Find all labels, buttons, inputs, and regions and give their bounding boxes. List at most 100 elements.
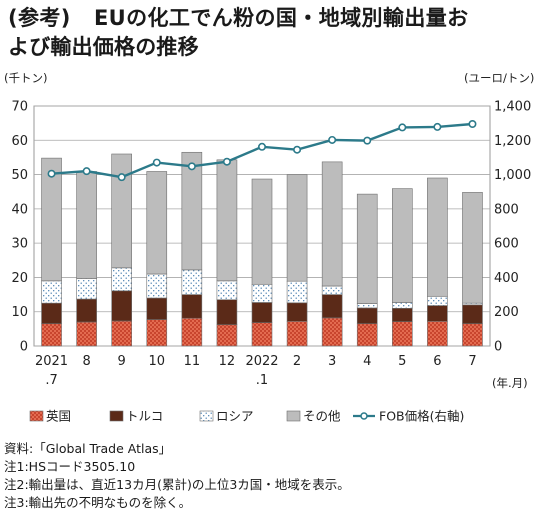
note-2: 注2:輸出量は、直近13カ月(累計)の上位3カ国・地域を表示。 — [4, 477, 350, 492]
x-tick-label: 2 — [293, 354, 301, 369]
bar-segment-russia — [321, 285, 343, 295]
x-tick-label: 2022 — [245, 354, 278, 369]
bar-segment-other — [41, 157, 62, 282]
bar-segment-other — [462, 192, 483, 304]
title-line2: よび輸出価格の推移 — [8, 35, 199, 59]
bar-segment-turkey — [216, 299, 238, 326]
bar-segment-uk — [462, 323, 483, 347]
bar-segment-russia — [216, 280, 238, 301]
bar-segment-uk — [111, 320, 132, 347]
bar-segment-turkey — [356, 307, 378, 325]
legend-swatch — [29, 410, 44, 422]
bar-segment-russia — [356, 303, 378, 309]
x-tick-sublabel: .1 — [256, 373, 268, 388]
left-tick-label: 30 — [11, 237, 28, 252]
bar-segment-uk — [427, 321, 448, 347]
bar-segment-turkey — [251, 302, 273, 323]
x-tick-label: 8 — [82, 354, 90, 369]
bar-segment-turkey — [76, 298, 97, 323]
bar-segment-russia — [427, 295, 448, 306]
left-axis-unit: (千トン) — [4, 71, 47, 85]
bar-segment-other — [392, 188, 413, 303]
right-tick-label: 200 — [494, 305, 519, 320]
title-prefix: (参考) — [8, 6, 71, 30]
note-3: 注3:輸出先の不明なものを除く。 — [4, 495, 192, 510]
bar-segment-other — [146, 171, 168, 275]
fob-point — [47, 169, 56, 178]
bar-segment-russia — [286, 280, 308, 304]
bar-segment-uk — [392, 321, 413, 347]
chart-title: (参考) EUの化工でん粉の国・地域別輸出量お よび輸出価格の推移 — [8, 4, 544, 62]
x-tick-label: 6 — [433, 354, 441, 369]
left-tick-label: 20 — [11, 271, 28, 286]
bar-segment-turkey — [111, 290, 132, 322]
bar-segment-russia — [76, 278, 97, 300]
legend-label: 英国 — [46, 409, 71, 424]
bar-segment-other — [181, 151, 203, 271]
right-tick-label: 1,400 — [494, 100, 531, 115]
x-tick-label: 5 — [398, 354, 406, 369]
bar-segment-turkey — [181, 294, 203, 319]
bar-segment-uk — [286, 321, 308, 347]
fob-point — [222, 157, 231, 166]
notes: 資料:「Global Trade Atlas」 注1:HSコード3505.10 … — [4, 440, 350, 512]
left-tick-label: 0 — [20, 340, 28, 355]
right-tick-label: 800 — [494, 202, 519, 217]
x-tick-label: 12 — [219, 354, 236, 369]
stacked-bar-line-chart: 0 10 20 30 40 50 60 70 0 200 400 600 800 1,000 1,200 1,… — [4, 71, 534, 424]
right-axis-unit: (ユーロ/トン) — [464, 71, 534, 85]
fob-point — [82, 167, 91, 176]
bar-segment-other — [321, 161, 343, 287]
legend-label: FOB価格(右軸) — [379, 409, 464, 424]
bar-segment-turkey — [146, 297, 168, 320]
bar-segment-turkey — [462, 304, 483, 325]
legend-swatch — [199, 410, 214, 422]
bar-segment-turkey — [321, 294, 343, 319]
source-note: 資料:「Global Trade Atlas」 — [4, 441, 172, 456]
bar-segment-turkey — [286, 302, 308, 322]
legend-swatch — [286, 410, 301, 422]
fob-point — [117, 173, 126, 182]
x-tick-label: 7 — [468, 354, 476, 369]
legend: 英国 トルコ ロシア その他 FOB価格(右軸) — [29, 409, 464, 424]
bar-segment-other — [76, 171, 97, 279]
legend-swatch — [109, 410, 124, 422]
bar-segment-russia — [41, 280, 62, 304]
x-axis-unit: (年.月) — [492, 376, 528, 390]
right-tick-label: 400 — [494, 271, 519, 286]
fob-point — [257, 142, 266, 151]
fob-point — [363, 136, 372, 145]
legend-line-marker — [360, 412, 368, 420]
bar-segment-russia — [181, 269, 203, 295]
bar-segment-turkey — [392, 307, 413, 322]
right-tick-label: 1,200 — [494, 134, 531, 149]
bar-segment-other — [216, 159, 238, 282]
fob-point — [328, 135, 337, 144]
fob-point — [293, 145, 302, 154]
x-tick-label: 11 — [184, 354, 201, 369]
bar-segment-uk — [76, 321, 97, 347]
bar-segment-uk — [146, 319, 168, 347]
x-tick-label: 4 — [363, 354, 371, 369]
left-tick-label: 60 — [11, 134, 28, 149]
bar-segment-uk — [181, 317, 203, 347]
bar-segment-other — [286, 174, 308, 282]
fob-point — [468, 119, 477, 128]
bar-segment-turkey — [427, 305, 448, 322]
right-tick-label: 1,000 — [494, 168, 531, 183]
bar-segment-uk — [356, 323, 378, 347]
right-tick-label: 600 — [494, 237, 519, 252]
title-line1: EUの化工でん粉の国・地域別輸出量お — [93, 6, 469, 30]
x-tick-label: 3 — [328, 354, 336, 369]
bar-segment-uk — [216, 324, 238, 347]
x-tick-sublabel: .7 — [45, 373, 57, 388]
legend-label: トルコ — [126, 409, 163, 424]
bar-segment-turkey — [41, 302, 62, 325]
bar-segment-uk — [321, 317, 343, 347]
left-tick-label: 70 — [11, 100, 28, 115]
left-tick-label: 50 — [11, 168, 28, 183]
bar-segment-russia — [146, 273, 168, 299]
left-tick-label: 40 — [11, 202, 28, 217]
bar-segment-uk — [41, 323, 62, 347]
x-tick-label: 2021 — [35, 354, 68, 369]
